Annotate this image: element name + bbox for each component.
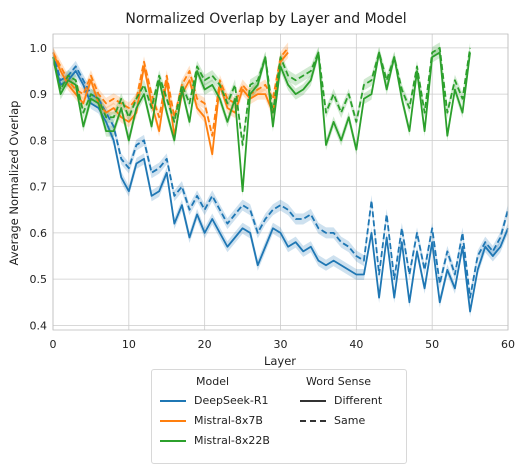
series-line-deepseek-r1-different xyxy=(52,56,509,313)
series-line-mistral-8x22b-same xyxy=(52,46,471,146)
legend-label-deepseek: DeepSeek-R1 xyxy=(194,394,269,407)
legend-label-mistral-8x7b: Mistral-8x7B xyxy=(194,414,263,427)
x-tick-label: 40 xyxy=(349,338,363,351)
y-tick-label: 0.5 xyxy=(30,273,48,286)
series-line-deepseek-r1-same xyxy=(52,52,509,299)
x-tick-label: 0 xyxy=(50,338,57,351)
legend-swatch-deepseek xyxy=(160,399,186,402)
x-axis-label: Layer xyxy=(264,354,296,368)
x-tick-label: 50 xyxy=(425,338,439,351)
legend-swatch-same xyxy=(300,419,326,422)
legend: Model Word Sense DeepSeek-R1 Mistral-8x7… xyxy=(151,369,407,464)
legend-entry-deepseek: DeepSeek-R1 xyxy=(160,394,269,407)
legend-swatch-different xyxy=(300,399,326,402)
legend-entry-mistral-8x7b: Mistral-8x7B xyxy=(160,414,263,427)
y-tick-label: 0.6 xyxy=(30,227,48,240)
chart-title: Normalized Overlap by Layer and Model xyxy=(125,11,406,27)
series-line-mistral-8x7b-same xyxy=(52,47,289,137)
tick-labels: 0 10 20 30 40 50 60 0.4 0.5 0.6 0.7 0.8 0.9 1.0 xyxy=(30,42,516,351)
y-axis-label: Average Normalized Overlap xyxy=(7,101,21,266)
y-tick-label: 0.9 xyxy=(30,88,48,101)
x-tick-label: 60 xyxy=(501,338,515,351)
legend-label-same: Same xyxy=(334,414,366,427)
legend-entry-mistral-8x22b: Mistral-8x22B xyxy=(160,434,270,447)
legend-label-mistral-8x22b: Mistral-8x22B xyxy=(194,434,270,447)
y-tick-label: 1.0 xyxy=(30,42,48,55)
x-tick-label: 10 xyxy=(122,338,136,351)
legend-header-word-sense: Word Sense xyxy=(306,375,371,388)
legend-swatch-mistral-8x7b xyxy=(160,419,186,422)
legend-label-different: Different xyxy=(334,394,383,407)
y-tick-label: 0.8 xyxy=(30,134,48,147)
legend-swatch-mistral-8x22b xyxy=(160,439,186,442)
x-tick-label: 20 xyxy=(198,338,212,351)
x-tick-label: 30 xyxy=(274,338,288,351)
plot-frame xyxy=(52,33,509,331)
legend-header-model: Model xyxy=(196,375,230,388)
legend-entry-different: Different xyxy=(300,394,382,407)
y-tick-label: 0.4 xyxy=(30,319,48,332)
legend-entry-same: Same xyxy=(300,414,365,427)
y-tick-label: 0.7 xyxy=(30,181,48,194)
series-lines xyxy=(52,46,509,313)
